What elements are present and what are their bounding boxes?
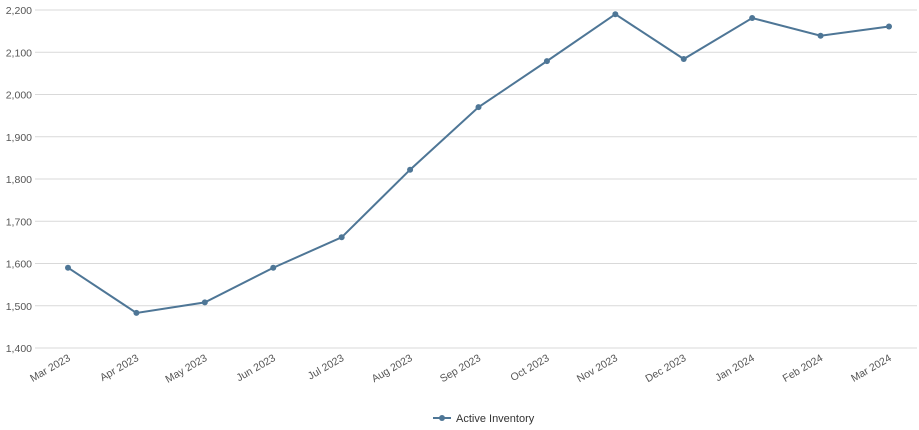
data-point[interactable] [65,264,71,271]
series-line [67,13,890,314]
x-tick-label: Jun 2023 [234,352,278,384]
y-tick-label: 2,000 [6,90,32,102]
grid-lines [35,9,917,349]
data-point[interactable] [680,56,687,63]
x-tick-label: Jan 2024 [713,352,757,384]
data-point[interactable] [749,15,756,22]
y-tick-label: 1,600 [6,259,32,271]
data-point[interactable] [201,299,208,306]
x-tick-label: Nov 2023 [575,352,620,385]
x-tick-label: Aug 2023 [370,352,415,385]
data-point[interactable] [612,11,619,18]
x-axis-tick-labels: Mar 2023 Apr 2023 May 2023 Jun 2023 Jul 2023… [28,352,894,386]
y-axis-tick-labels: 1,400 1,500 1,600 1,700 1,800 1,900 2,000 2,100… [6,5,32,355]
y-tick-label: 1,800 [6,174,32,186]
x-tick-label: May 2023 [163,352,209,386]
y-tick-label: 1,400 [6,343,32,355]
data-point[interactable] [543,58,550,65]
y-tick-label: 1,500 [6,301,32,313]
x-tick-label: Sep 2023 [438,352,483,385]
series-group [65,11,892,316]
legend-marker-icon [439,415,445,421]
y-tick-label: 2,200 [6,5,32,17]
y-tick-label: 2,100 [6,47,32,59]
x-tick-label: Oct 2023 [509,352,552,384]
data-point[interactable] [133,309,140,316]
x-tick-label: Apr 2023 [98,352,141,384]
data-point[interactable] [407,166,414,173]
legend-label: Active Inventory [456,413,535,425]
legend[interactable]: Active Inventory [433,413,535,425]
data-point[interactable] [886,23,892,30]
data-point[interactable] [270,264,277,271]
x-tick-label: Mar 2023 [28,352,73,385]
data-point[interactable] [338,234,345,241]
x-tick-label: Mar 2024 [849,352,894,385]
x-tick-label: Feb 2024 [781,352,826,385]
x-tick-label: Jul 2023 [306,352,347,382]
x-tick-label: Dec 2023 [643,352,688,385]
data-point[interactable] [475,104,482,111]
data-point[interactable] [817,32,824,39]
y-tick-label: 1,700 [6,216,32,228]
y-tick-label: 1,900 [6,132,32,144]
